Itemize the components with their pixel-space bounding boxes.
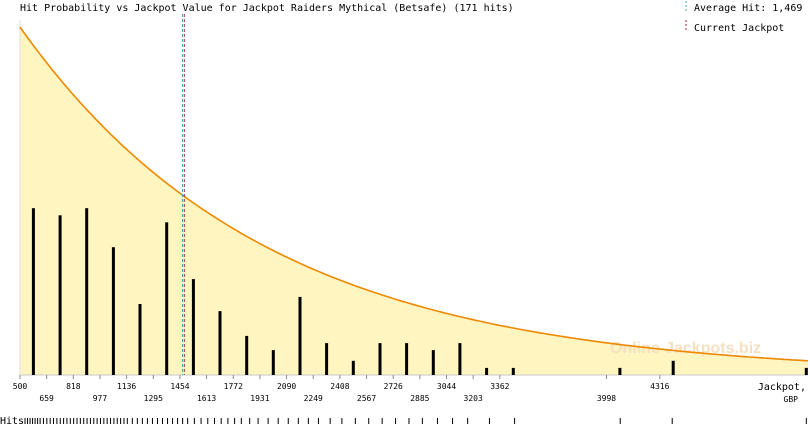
bar	[85, 208, 89, 375]
bar	[325, 343, 329, 375]
bar	[31, 208, 35, 375]
hits-label: Hits	[0, 416, 24, 425]
bar	[298, 296, 302, 375]
x-tick-label: 659	[39, 394, 54, 403]
x-tick-label: 3362	[490, 382, 509, 391]
x-tick-label: 1136	[117, 382, 136, 391]
bar	[111, 247, 115, 375]
x-tick-label: 818	[66, 382, 81, 391]
x-axis-unit: GBP	[784, 395, 799, 404]
x-ticks-group: 500 818 1136 1454 1772 2090 2408 2726 3044 3362 43…	[13, 375, 670, 403]
bar	[618, 367, 622, 375]
bar	[271, 350, 275, 375]
x-tick-label: 3203	[464, 394, 483, 403]
x-tick-label: 2090	[277, 382, 296, 391]
x-tick-label: 500	[13, 382, 28, 391]
bar	[138, 304, 142, 375]
bar	[378, 343, 382, 375]
x-tick-label: 4316	[650, 382, 669, 391]
bar	[191, 279, 195, 375]
watermark: Online-Jackpots.biz	[610, 340, 761, 357]
probability-area	[20, 27, 808, 375]
legend-current-label: Current Jackpot	[694, 23, 784, 34]
x-tick-label: 2567	[357, 394, 376, 403]
x-tick-label: 2885	[410, 394, 429, 403]
bar	[165, 222, 169, 375]
x-tick-label: 977	[93, 394, 108, 403]
x-axis-label: Jackpot,	[758, 382, 806, 393]
hits-rug	[24, 418, 807, 424]
x-tick-label: 2726	[384, 382, 403, 391]
bar	[245, 335, 249, 375]
x-tick-label: 1931	[250, 394, 269, 403]
bar	[804, 367, 808, 375]
bar	[58, 215, 62, 376]
bar	[511, 367, 515, 375]
bar	[485, 367, 489, 375]
x-tick-label: 2249	[304, 394, 323, 403]
x-tick-label: 3044	[437, 382, 456, 391]
x-tick-label: 1772	[224, 382, 243, 391]
bar	[218, 311, 222, 375]
bar	[431, 350, 435, 375]
bar	[351, 360, 355, 375]
bar	[671, 360, 675, 375]
legend-average-label: Average Hit: 1,469	[694, 3, 802, 14]
chart-title: Hit Probability vs Jackpot Value for Jac…	[20, 3, 514, 14]
x-tick-label: 1454	[170, 382, 189, 391]
x-tick-label: 1295	[144, 394, 163, 403]
bars-group	[31, 208, 808, 376]
x-tick-label: 3998	[597, 394, 616, 403]
x-tick-label: 1613	[197, 394, 216, 403]
bar	[405, 343, 409, 375]
probability-curve	[19, 26, 809, 362]
x-tick-label: 2408	[330, 382, 349, 391]
bar	[458, 343, 462, 375]
